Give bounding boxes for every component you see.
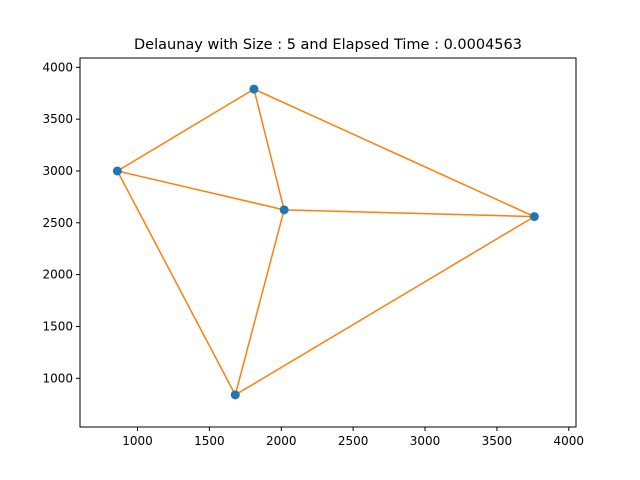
triangulation-edge xyxy=(116,88,255,172)
x-tick-label: 2500 xyxy=(338,434,369,448)
x-tick-label: 3000 xyxy=(410,434,441,448)
triangulation-edge xyxy=(253,88,285,211)
data-point xyxy=(249,84,259,94)
data-points xyxy=(112,84,539,400)
y-tick-label: 2000 xyxy=(42,268,73,282)
triangulation-edge xyxy=(283,209,536,218)
y-tick-label: 3500 xyxy=(42,112,73,126)
x-tick-label: 4000 xyxy=(554,434,585,448)
y-tick-label: 4000 xyxy=(42,60,73,74)
triangulation-edge xyxy=(116,170,237,396)
y-tick-label: 1000 xyxy=(42,371,73,385)
plot-frame xyxy=(79,57,577,428)
triangulation-edge xyxy=(253,88,536,218)
triangulation-edge xyxy=(234,209,285,396)
y-tick-label: 2500 xyxy=(42,216,73,230)
x-tick-label: 2000 xyxy=(266,434,297,448)
chart-title: Delaunay with Size : 5 and Elapsed Time … xyxy=(134,37,522,53)
data-point xyxy=(279,205,289,215)
x-tick-label: 1000 xyxy=(122,434,153,448)
data-point xyxy=(230,390,240,400)
triangulation-edge xyxy=(116,170,285,211)
data-point xyxy=(529,212,539,222)
y-tick-label: 3000 xyxy=(42,164,73,178)
x-tick-label: 3500 xyxy=(482,434,513,448)
axis-ticks: 1000 1500 2000 2500 3000 3500 4000 1000 1500 2000… xyxy=(42,60,584,448)
data-point xyxy=(112,166,122,176)
y-tick-label: 1500 xyxy=(42,319,73,333)
triangulation-edge xyxy=(234,215,536,396)
triangulation-edges xyxy=(116,88,536,396)
x-tick-label: 1500 xyxy=(194,434,225,448)
